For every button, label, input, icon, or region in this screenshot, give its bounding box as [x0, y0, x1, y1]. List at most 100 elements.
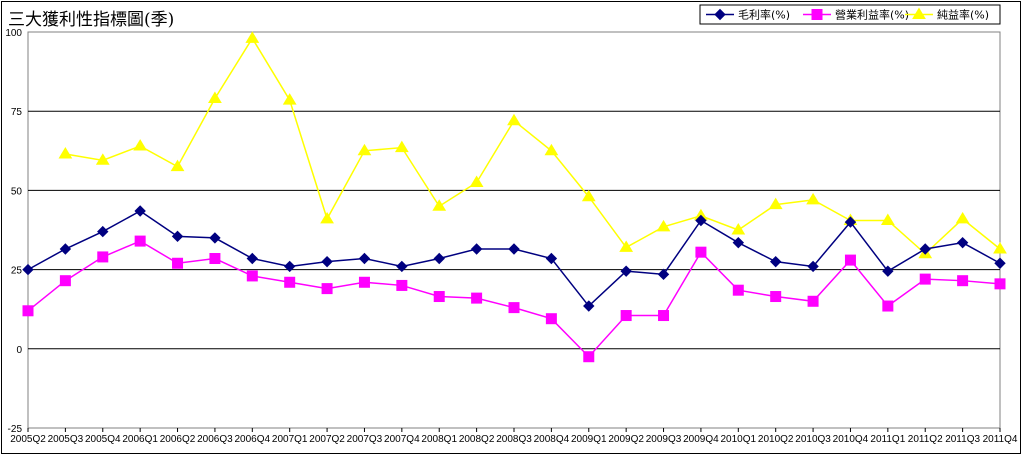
- data-point: [95, 153, 110, 165]
- data-point: [172, 257, 184, 269]
- x-tick-label: 2006Q2: [160, 434, 196, 445]
- x-tick-label: 2011Q1: [870, 434, 905, 445]
- x-tick-label: 2007Q4: [384, 434, 420, 445]
- x-tick-label: 2007Q2: [309, 434, 345, 445]
- y-tick-label: 100: [5, 28, 22, 39]
- data-point: [770, 291, 782, 303]
- legend-marker: [912, 7, 926, 19]
- x-tick-label: 2009Q2: [608, 434, 644, 445]
- data-point: [583, 300, 595, 312]
- data-point: [994, 278, 1006, 290]
- x-tick-label: 2009Q4: [683, 434, 719, 445]
- data-point: [209, 253, 221, 265]
- data-point: [880, 213, 895, 225]
- data-point: [544, 143, 559, 156]
- chart-title: 三大獲利性指標圖(季): [8, 10, 175, 30]
- data-point: [133, 139, 148, 151]
- data-point: [806, 192, 820, 205]
- data-point: [320, 211, 334, 224]
- data-point: [134, 235, 146, 247]
- data-point: [208, 91, 222, 104]
- data-point: [469, 175, 484, 187]
- x-tick-label: 2011Q2: [908, 434, 943, 445]
- data-point: [396, 260, 408, 273]
- data-point: [282, 93, 297, 105]
- data-point: [284, 276, 296, 288]
- series-0: [22, 205, 1006, 312]
- data-point: [22, 263, 34, 276]
- data-point: [470, 243, 483, 255]
- series-1: [22, 235, 1006, 363]
- x-tick-label: 2005Q3: [48, 434, 84, 445]
- data-point: [545, 252, 558, 265]
- data-point: [507, 113, 521, 126]
- data-point: [844, 254, 856, 266]
- data-point: [59, 275, 71, 287]
- data-point: [695, 246, 707, 258]
- x-tick-label: 2010Q4: [833, 434, 869, 445]
- plot-area: [27, 31, 1001, 429]
- x-tick-label: 2007Q1: [272, 434, 308, 445]
- x-tick-label: 2008Q4: [534, 434, 570, 445]
- data-point: [22, 305, 34, 317]
- data-point: [358, 276, 370, 288]
- data-point: [993, 242, 1007, 254]
- series-2: [58, 31, 1007, 259]
- x-tick-label: 2007Q3: [347, 434, 383, 445]
- data-point: [620, 310, 632, 322]
- x-tick-label: 2006Q3: [197, 434, 233, 445]
- data-point: [994, 257, 1006, 269]
- data-point: [919, 273, 931, 285]
- data-point: [58, 146, 73, 159]
- y-tick-label: 25: [11, 266, 23, 277]
- x-tick-label: 2010Q2: [758, 434, 794, 445]
- data-point: [732, 284, 744, 296]
- x-tick-label: 2006Q1: [122, 434, 158, 445]
- data-point: [619, 240, 634, 252]
- y-tick-label: 75: [11, 107, 23, 118]
- data-point: [955, 211, 970, 224]
- data-point: [246, 252, 259, 265]
- data-point: [508, 302, 520, 314]
- data-point: [209, 232, 221, 244]
- data-point: [882, 300, 894, 312]
- series-layer: [22, 31, 1007, 363]
- data-point: [357, 143, 372, 156]
- data-point: [695, 214, 707, 227]
- data-point: [321, 283, 333, 295]
- data-point: [433, 252, 445, 265]
- x-tick-label: 2009Q1: [571, 434, 607, 445]
- x-tick-label: 2008Q2: [459, 434, 495, 445]
- data-point: [919, 243, 931, 255]
- data-point: [658, 310, 670, 322]
- y-tick-label: 0: [16, 345, 22, 356]
- x-tick-label: 2010Q1: [721, 434, 757, 445]
- data-point: [432, 199, 447, 211]
- legend-marker: [714, 8, 726, 21]
- data-point: [844, 216, 857, 228]
- data-point: [59, 243, 72, 255]
- legend-label: 營業利益率(%): [835, 8, 909, 22]
- x-tick-label: 2008Q3: [496, 434, 532, 445]
- data-point: [957, 275, 969, 287]
- data-point: [657, 268, 670, 281]
- data-point: [732, 236, 745, 249]
- data-point: [433, 291, 445, 303]
- data-point: [731, 223, 746, 235]
- data-point: [769, 255, 782, 268]
- data-point: [97, 225, 109, 238]
- legend-marker: [811, 9, 823, 20]
- legend-label: 純益率(%): [937, 8, 989, 22]
- x-tick-label: 2005Q4: [85, 434, 121, 445]
- data-point: [508, 243, 520, 255]
- x-tick-label: 2011Q3: [945, 434, 980, 445]
- data-point: [471, 292, 483, 304]
- data-point: [283, 260, 296, 273]
- data-point: [545, 313, 557, 325]
- x-tick-label: 2010Q3: [795, 434, 831, 445]
- y-tick-label: 50: [11, 186, 23, 197]
- data-point: [170, 159, 185, 172]
